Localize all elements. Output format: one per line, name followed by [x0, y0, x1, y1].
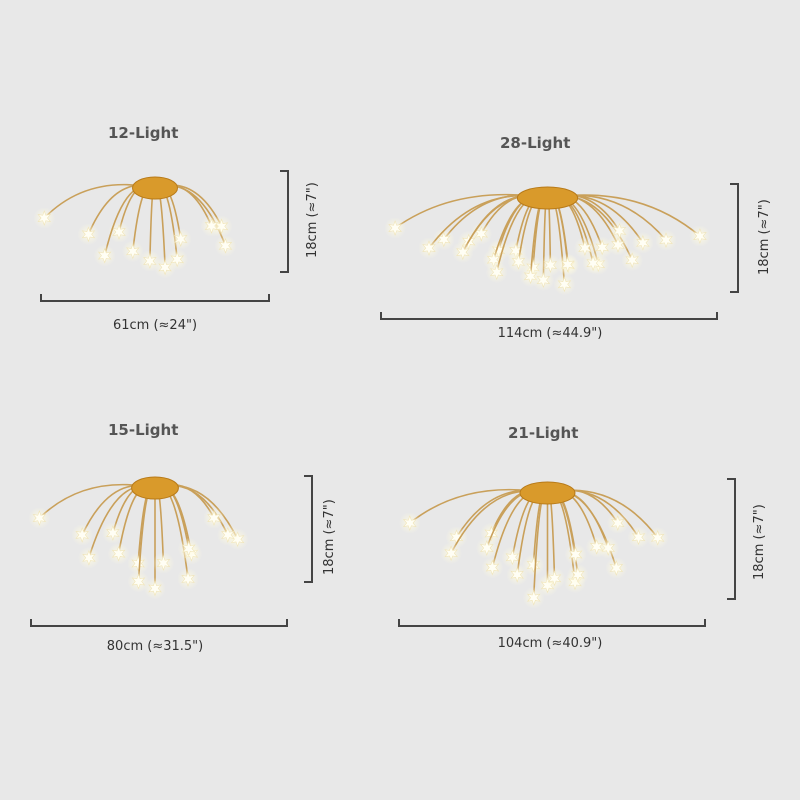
star-icon [543, 257, 558, 273]
product-title: 28-Light [500, 134, 571, 152]
height-dimension-line [730, 183, 739, 293]
chandelier-icon [28, 476, 249, 600]
star-icon [207, 510, 221, 526]
width-label: 80cm (≈31.5") [106, 639, 204, 654]
height-label: 18cm (≈7") [752, 504, 767, 580]
width-dimension-line [380, 312, 718, 320]
star-icon [568, 546, 583, 563]
height-dimension-line [280, 170, 289, 273]
star-icon [625, 252, 639, 269]
star-icon [612, 223, 627, 239]
star-icon [181, 571, 195, 587]
star-icon [659, 232, 673, 248]
canopy-base [131, 476, 179, 500]
width-label: 61cm (≈24") [112, 318, 198, 333]
star-icon [402, 515, 417, 531]
width-dimension-line [40, 294, 270, 302]
star-icon [106, 525, 120, 541]
star-icon [170, 251, 185, 268]
star-icon [143, 253, 157, 269]
star-icon [221, 527, 235, 543]
product-title: 21-Light [508, 424, 579, 442]
star-icon [148, 580, 162, 597]
star-icon [75, 527, 89, 543]
canopy-base [132, 176, 178, 200]
width-label: 104cm (≈40.9") [497, 636, 603, 651]
star-icon [37, 210, 52, 226]
star-icon [181, 540, 196, 557]
star-icon [536, 272, 551, 288]
height-dimension-line [304, 475, 313, 583]
star-icon [388, 220, 402, 236]
star-icon [485, 559, 500, 576]
star-icon [557, 276, 572, 293]
star-icon [578, 240, 592, 256]
height-label: 18cm (≈7") [757, 199, 772, 275]
star-icon [571, 566, 585, 583]
star-icon [609, 560, 624, 576]
star-icon [204, 218, 219, 234]
star-icon [631, 529, 646, 546]
width-dimension-line [30, 619, 288, 627]
product-title: 15-Light [108, 421, 179, 439]
width-label: 114cm (≈44.9") [497, 326, 603, 341]
star-icon [547, 570, 562, 587]
star-icon [560, 256, 575, 273]
product-title: 12-Light [108, 124, 179, 142]
star-icon [611, 237, 625, 253]
star-icon [32, 510, 47, 526]
star-icon [650, 529, 665, 546]
star-icon [97, 247, 112, 264]
star-icon [422, 240, 436, 256]
star-icon [489, 264, 504, 281]
star-icon [479, 540, 494, 556]
star-icon [693, 228, 707, 244]
star-icon [636, 234, 650, 251]
star-icon [125, 243, 140, 260]
star-icon [526, 557, 541, 573]
star-icon [589, 538, 604, 555]
star-icon [82, 549, 96, 566]
canopy-base [516, 186, 579, 210]
star-icon [437, 231, 451, 248]
star-icon [173, 231, 188, 247]
chandelier-icon [33, 176, 237, 279]
star-icon [156, 555, 171, 571]
star-icon [131, 555, 145, 572]
star-icon [586, 255, 600, 271]
chandelier-icon [398, 481, 669, 609]
height-label: 18cm (≈7") [305, 182, 320, 258]
star-icon [111, 545, 126, 562]
canopy-base [519, 481, 576, 505]
star-icon [444, 545, 458, 562]
star-icon [81, 226, 96, 243]
star-icon [511, 254, 526, 270]
height-label: 18cm (≈7") [322, 499, 337, 575]
star-icon [610, 515, 625, 531]
star-icon [131, 573, 146, 590]
star-icon [510, 566, 524, 583]
chandelier-icon [384, 186, 711, 296]
height-dimension-line [727, 478, 736, 600]
star-icon [526, 589, 541, 606]
star-icon [505, 549, 520, 566]
star-icon [456, 244, 470, 261]
width-dimension-line [398, 619, 706, 627]
star-icon [218, 237, 233, 254]
star-icon [595, 239, 610, 256]
